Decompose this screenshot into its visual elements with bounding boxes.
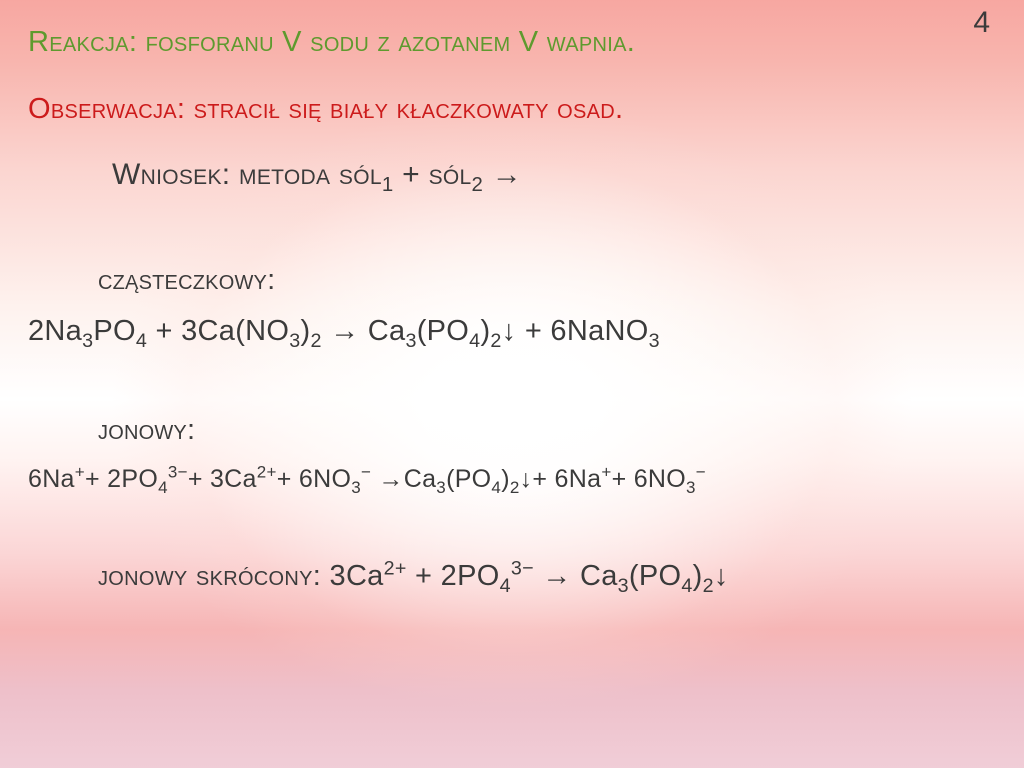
i-sub2: 3 <box>351 478 361 497</box>
is-p2: + 2PO <box>407 560 500 592</box>
page-number: 4 <box>973 6 990 40</box>
i-sup6: − <box>696 463 706 482</box>
reaction-line: Reakcja: fosforanu V sodu z azotanem V w… <box>28 26 996 59</box>
m-c1: 2Na <box>28 315 82 347</box>
i-sup5: + <box>601 463 611 482</box>
m-c5: ) <box>480 315 490 347</box>
ionic-label: jonowy: <box>28 414 996 447</box>
m-down1: ↓ <box>502 315 517 347</box>
m-s3: 3 <box>289 330 300 352</box>
is-sup1: 2+ <box>384 557 407 579</box>
conclusion-sub1: 1 <box>382 174 394 196</box>
i-p5: (PO <box>446 465 491 493</box>
conclusion-arrow: → <box>483 158 522 191</box>
m-s7: 2 <box>490 330 501 352</box>
i-sub6: 3 <box>686 478 696 497</box>
i-sub5: 2 <box>510 478 520 497</box>
m-arrow: → Ca <box>322 315 406 347</box>
m-plus1: + 3Ca(NO <box>147 315 289 347</box>
observation-text: stracił się biały kłaczkowaty osad. <box>194 93 624 125</box>
conclusion-line: Wniosek: metoda sól1 + sól2 → <box>28 158 996 192</box>
i-p1: 6Na <box>28 465 75 493</box>
reaction-text: fosforanu V sodu z azotanem V wapnia. <box>146 26 636 58</box>
i-down: ↓ <box>520 465 533 493</box>
is-sup2: 3− <box>511 557 534 579</box>
is-p1: 3Ca <box>321 560 383 592</box>
conclusion-label: Wniosek: <box>112 158 230 191</box>
ionic-equation: 6Na++ 2PO43−+ 3Ca2++ 6NO3− →Ca3(PO4)2↓+ … <box>28 465 996 494</box>
i-sub4: 4 <box>491 478 501 497</box>
m-c3: ) <box>301 315 311 347</box>
i-sup2: 3− <box>168 463 188 482</box>
is-arrow: → Ca <box>534 560 618 592</box>
m-s6: 4 <box>469 330 480 352</box>
i-p6: ) <box>501 465 510 493</box>
m-s5: 3 <box>405 330 416 352</box>
ionic-short-label: jonowy skrócony: <box>28 560 321 592</box>
conclusion-sub2: 2 <box>472 174 484 196</box>
i-arrow: →Ca <box>371 465 436 493</box>
i-sub1: 4 <box>158 478 168 497</box>
conclusion-text-a: metoda sól <box>239 158 382 191</box>
reaction-label: Reakcja: <box>28 26 137 58</box>
ionic-short-line: jonowy skrócony: 3Ca2+ + 2PO43− → Ca3(PO… <box>28 560 996 593</box>
i-sub3: 3 <box>436 478 446 497</box>
observation-line: Obserwacja: stracił się biały kłaczkowat… <box>28 93 996 126</box>
is-p4: ) <box>693 560 703 592</box>
i-p8: + 6NO <box>612 465 686 493</box>
observation-label: Obserwacja: <box>28 93 185 125</box>
is-sub4: 2 <box>703 575 714 597</box>
molecular-label: cząsteczkowy: <box>28 264 996 297</box>
i-p2: + 2PO <box>85 465 158 493</box>
i-p4: + 6NO <box>277 465 351 493</box>
m-s2: 4 <box>136 330 147 352</box>
m-s8: 3 <box>649 330 660 352</box>
is-sub3: 4 <box>681 575 692 597</box>
i-sup3: 2+ <box>257 463 277 482</box>
i-p7: + 6Na <box>532 465 601 493</box>
is-p3: (PO <box>629 560 681 592</box>
is-down: ↓ <box>714 560 729 592</box>
i-sup4: − <box>361 463 371 482</box>
conclusion-mid: + sól <box>394 158 472 191</box>
m-c4: (PO <box>417 315 469 347</box>
is-sub1: 4 <box>500 575 511 597</box>
molecular-equation: 2Na3PO4 + 3Ca(NO3)2 → Ca3(PO4)2↓ + 6NaNO… <box>28 315 996 348</box>
m-s4: 2 <box>310 330 321 352</box>
m-plus2: + 6NaNO <box>516 315 648 347</box>
m-s1: 3 <box>82 330 93 352</box>
m-c2: PO <box>93 315 136 347</box>
i-sup1: + <box>75 463 85 482</box>
i-p3: + 3Ca <box>188 465 257 493</box>
is-sub2: 3 <box>618 575 629 597</box>
